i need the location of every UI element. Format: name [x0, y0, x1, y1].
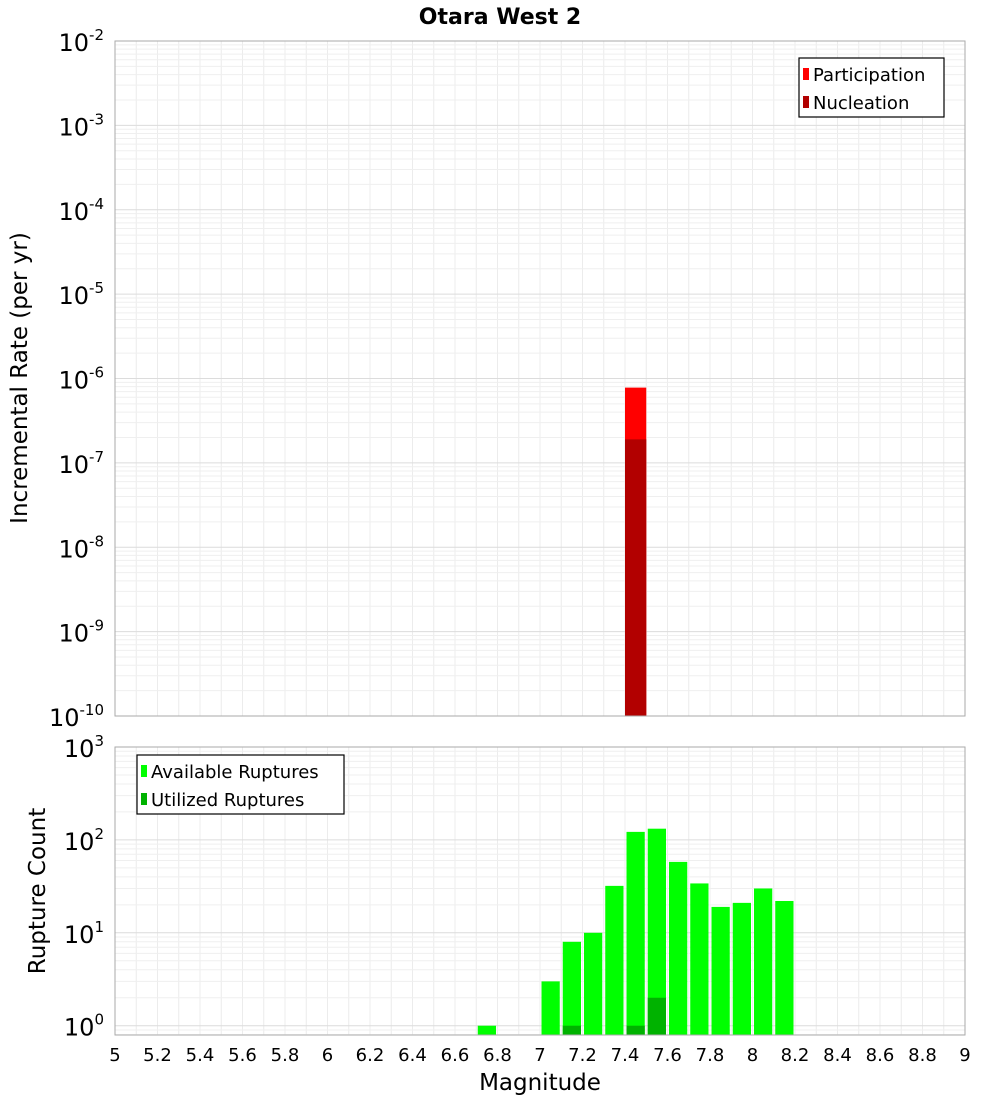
- x-tick-label: 6.8: [483, 1045, 512, 1066]
- legend-label: Available Ruptures: [151, 762, 319, 783]
- x-tick-label: 9: [959, 1045, 970, 1066]
- y-tick-label: 100: [64, 1011, 104, 1042]
- bar-available-ruptures: [605, 885, 624, 1035]
- bar-available-ruptures: [477, 1025, 496, 1035]
- y-tick-base: 10: [58, 620, 89, 648]
- x-tick-label: 6.4: [398, 1045, 427, 1066]
- plot-frame-1: [114, 746, 966, 1036]
- y-tick-exponent: 1: [94, 918, 104, 936]
- x-tick-label: 7.6: [653, 1045, 682, 1066]
- y-tick-label: 103: [64, 732, 104, 763]
- bar-available-ruptures: [541, 981, 560, 1035]
- x-tick-label: 8.2: [781, 1045, 810, 1066]
- y-tick-exponent: -4: [89, 195, 104, 213]
- bar-available-ruptures: [647, 828, 666, 1035]
- bar-nucleation: [625, 439, 647, 716]
- x-tick-label: 5: [109, 1045, 120, 1066]
- y-tick-base: 10: [58, 535, 89, 563]
- x-tick-label: 6.6: [441, 1045, 470, 1066]
- bar-utilized-ruptures: [647, 997, 666, 1035]
- y-tick-label: 10-9: [58, 617, 104, 648]
- y-tick-exponent: -6: [89, 364, 104, 382]
- bar-utilized-ruptures: [562, 1025, 581, 1035]
- y-tick-base: 10: [58, 29, 89, 57]
- legend-swatch: [803, 96, 809, 108]
- y-tick-label: 10-10: [49, 701, 104, 732]
- x-tick-label: 5.6: [228, 1045, 257, 1066]
- legend-label: Utilized Ruptures: [151, 790, 304, 811]
- bar-utilized-ruptures: [626, 1025, 645, 1035]
- legend-swatch: [141, 793, 147, 805]
- legend-label: Nucleation: [813, 93, 909, 114]
- y-tick-base: 10: [64, 735, 95, 763]
- y-tick-exponent: -10: [80, 701, 105, 719]
- bar-available-ruptures: [775, 900, 794, 1035]
- y-tick-label: 10-5: [58, 279, 104, 310]
- x-tick-label: 7: [534, 1045, 545, 1066]
- y-tick-label: 102: [64, 825, 104, 856]
- x-tick-label: 5.8: [271, 1045, 300, 1066]
- bar-available-ruptures: [669, 861, 688, 1035]
- bar-available-ruptures: [754, 888, 773, 1035]
- x-tick-label: 8.6: [866, 1045, 895, 1066]
- legend-swatch: [803, 68, 809, 80]
- legend-box-0: [798, 57, 945, 118]
- x-axis-label: Magnitude: [479, 1070, 601, 1096]
- y-tick-exponent: -2: [89, 26, 104, 44]
- legend-box-1: [136, 754, 345, 815]
- x-tick-label: 8.8: [908, 1045, 937, 1066]
- plot-frame-0: [114, 40, 966, 717]
- y-tick-exponent: -8: [89, 532, 104, 550]
- y-tick-exponent: -7: [89, 448, 104, 466]
- x-tick-label: 6.2: [356, 1045, 385, 1066]
- y-tick-base: 10: [58, 282, 89, 310]
- y-tick-base: 10: [64, 1014, 95, 1042]
- y-tick-base: 10: [64, 828, 95, 856]
- y-tick-label: 10-8: [58, 532, 104, 563]
- x-tick-label: 7.8: [696, 1045, 725, 1066]
- y-tick-label: 101: [64, 918, 104, 949]
- legend-label: Participation: [813, 65, 925, 86]
- bar-available-ruptures: [562, 941, 581, 1035]
- x-tick-label: 5.4: [186, 1045, 215, 1066]
- bar-available-ruptures: [584, 932, 603, 1035]
- y-tick-base: 10: [49, 704, 80, 732]
- y-tick-exponent: -5: [89, 279, 104, 297]
- y-tick-label: 10-4: [58, 195, 104, 226]
- bar-available-ruptures: [732, 902, 751, 1035]
- top-panel-y-axis-label: Incremental Rate (per yr): [7, 232, 33, 524]
- bottom-panel-y-axis-label: Rupture Count: [25, 808, 51, 974]
- x-tick-label: 8: [747, 1045, 758, 1066]
- y-tick-exponent: -9: [89, 617, 104, 635]
- x-tick-label: 8.4: [823, 1045, 852, 1066]
- y-tick-exponent: 0: [94, 1011, 104, 1029]
- x-tick-label: 6: [322, 1045, 333, 1066]
- y-tick-base: 10: [58, 198, 89, 226]
- y-tick-label: 10-7: [58, 448, 104, 479]
- bar-available-ruptures: [690, 883, 709, 1035]
- y-tick-label: 10-3: [58, 110, 104, 141]
- y-tick-label: 10-2: [58, 26, 104, 57]
- y-tick-base: 10: [64, 921, 95, 949]
- x-tick-label: 7.2: [568, 1045, 597, 1066]
- bar-available-ruptures: [711, 906, 730, 1035]
- x-tick-label: 7.4: [611, 1045, 640, 1066]
- bar-available-ruptures: [626, 831, 645, 1035]
- chart-title: Otara West 2: [419, 5, 581, 30]
- x-tick-label: 5.2: [143, 1045, 172, 1066]
- y-tick-exponent: 2: [94, 825, 104, 843]
- y-tick-exponent: 3: [94, 732, 104, 750]
- y-tick-base: 10: [58, 367, 89, 395]
- y-tick-label: 10-6: [58, 364, 104, 395]
- y-tick-exponent: -3: [89, 110, 104, 128]
- legend-swatch: [141, 765, 147, 777]
- y-tick-base: 10: [58, 113, 89, 141]
- y-tick-base: 10: [58, 451, 89, 479]
